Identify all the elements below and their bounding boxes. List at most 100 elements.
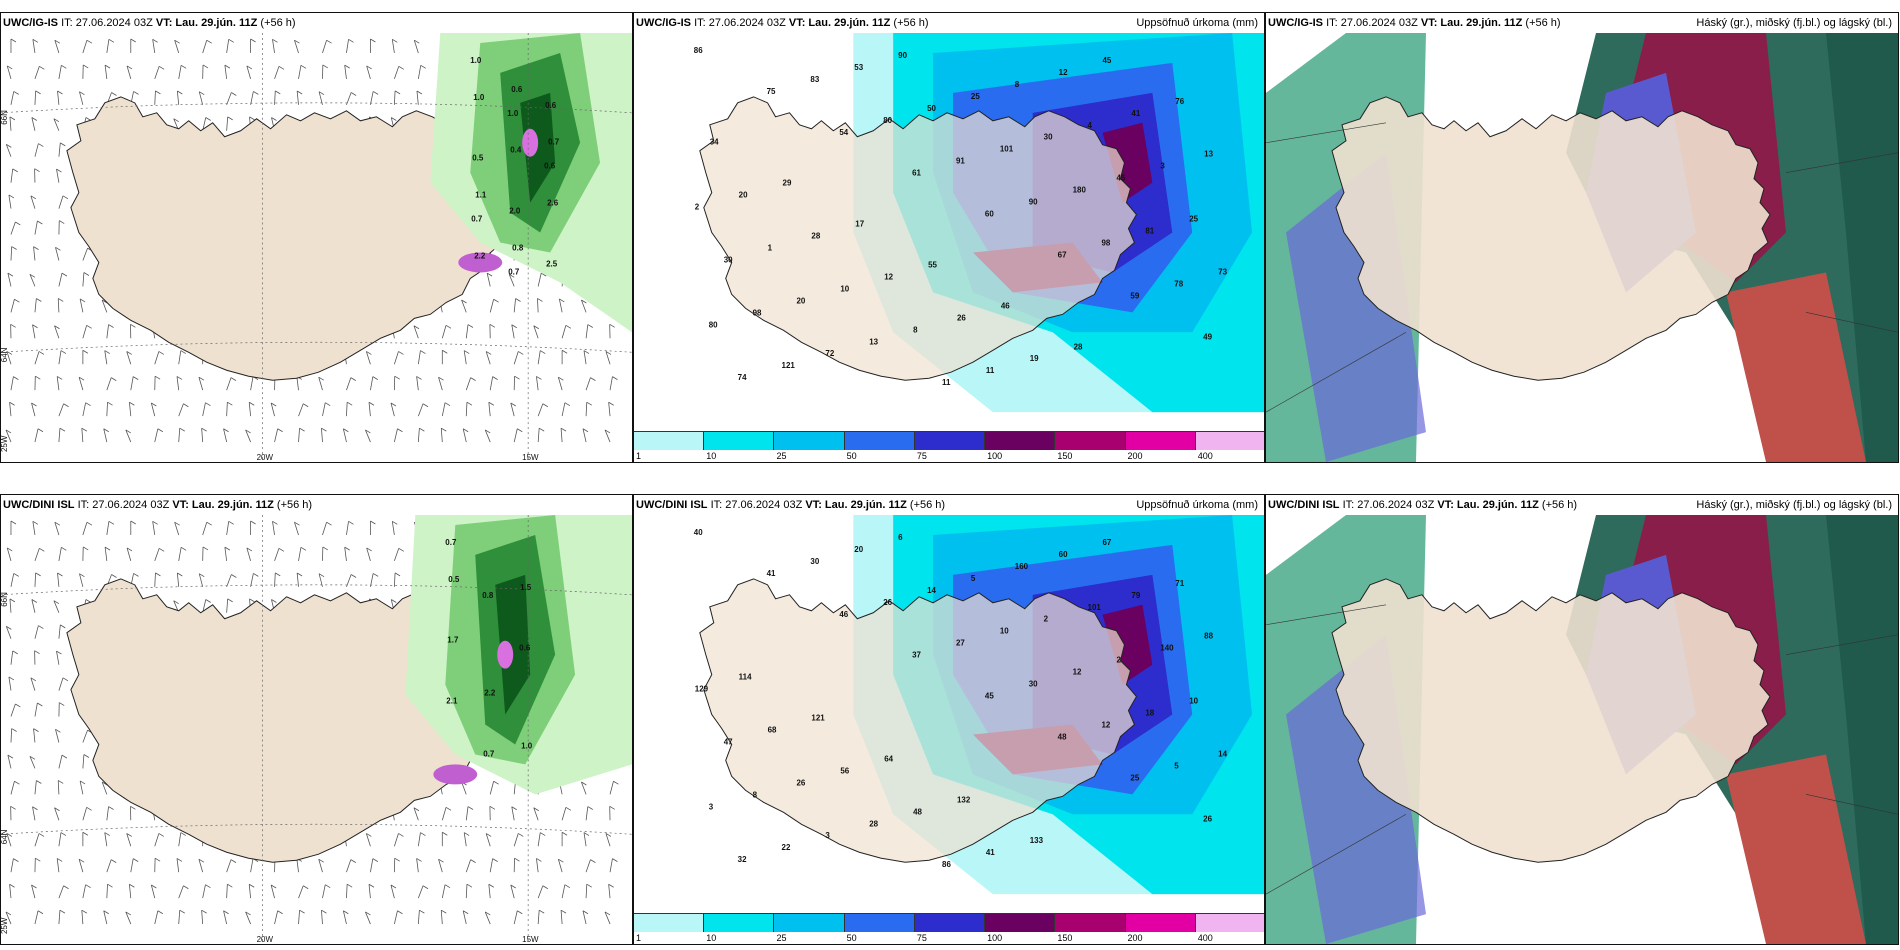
precip-value-label: 47 [724, 737, 733, 746]
snow-value-label: 0.8 [482, 591, 494, 600]
axis-label-lat-mid: 64N [1, 829, 9, 844]
precip-value-label: 3 [825, 831, 830, 840]
colorbar-swatch [1055, 432, 1126, 450]
header-it: IT: 27.06.2024 03Z [1326, 17, 1418, 29]
header-model: UWC/IG-IS [1268, 17, 1323, 29]
precip-value-label: 40 [694, 528, 703, 537]
axis-label-lon-w25: 25W [1, 435, 9, 452]
header-vt: Lau. 29.jún. 11Z [1440, 17, 1523, 29]
precip-value-label: 114 [739, 673, 752, 682]
colorbar-tick: 200 [1127, 933, 1143, 943]
precip-value-label: 12 [1059, 68, 1068, 77]
precip-value-label: 50 [927, 104, 936, 113]
header-model: UWC/DINI ISL [1268, 499, 1340, 511]
precip-value-label: 71 [1175, 579, 1184, 588]
precip-value-label: 37 [912, 651, 921, 660]
colorbar-swatch [844, 432, 915, 450]
colorbar-swatch [704, 914, 775, 932]
colorbar-tick: 10 [706, 451, 717, 461]
header-vt: Lau. 29.jún. 11Z [191, 499, 274, 511]
map-area: 40 41 46 37 45 48 25 26 32 30 26 27 30 12 5 3 22 20 14 10 12… [634, 515, 1264, 944]
panel-header: UWC/DINI ISL IT: 27.06.2024 03Z VT: Lau.… [1266, 495, 1898, 515]
colorbar-swatch [985, 914, 1056, 932]
snow-value-label: 1.7 [447, 636, 459, 645]
precip-value-label: 101 [1000, 145, 1014, 154]
precip-value-label: 26 [883, 598, 892, 607]
colorbar-tick: 25 [776, 933, 787, 943]
map-svg: 8675546160675949748380919098788012153501… [634, 33, 1264, 462]
snow-value-label: 0.6 [544, 162, 556, 171]
axis-label-lon-w20: 20W [257, 935, 274, 944]
panel-cloud-dini: UWC/DINI ISL IT: 27.06.2024 03Z VT: Lau.… [1265, 494, 1899, 945]
precip-value-label: 90 [1029, 198, 1038, 207]
precip-value-label: 18 [1145, 709, 1154, 718]
precip-value-label: 22 [782, 843, 791, 852]
snow-value-label: 0.7 [508, 267, 520, 276]
map-svg [1266, 33, 1898, 462]
snow-value-label: 1.0 [473, 93, 485, 102]
precip-value-label: 32 [738, 855, 747, 864]
snow-value-label: 0.7 [548, 138, 560, 147]
snow-value-label: 2.2 [484, 689, 496, 698]
colorbar-swatch [985, 432, 1056, 450]
snow-value-label: 2.1 [446, 697, 458, 706]
precip-value-label: 3 [709, 802, 714, 811]
header-vt: Lau. 29.jún. 11Z [175, 17, 258, 29]
map-area: 0.7 0.8 0.6 2.1 0.7 1.5 1.7 2.2 1.0 0.5 66N 64N 25W 2… [1, 515, 632, 944]
precip-value-label: 48 [1058, 732, 1067, 741]
precip-value-label: 14 [927, 586, 936, 595]
snow-value-label: 2.6 [547, 199, 559, 208]
precip-value-label: 1 [768, 243, 773, 252]
header-lead: (+56 h) [909, 499, 946, 511]
precip-value-label: 74 [738, 373, 747, 382]
precip-value-label: 25 [1130, 773, 1139, 782]
precip-value-label: 129 [695, 685, 709, 694]
precip-value-label: 180 [1073, 186, 1087, 195]
header-lead: (+56 h) [1541, 499, 1578, 511]
colorbar-tick: 400 [1197, 451, 1213, 461]
axis-label-lat-top: 66N [1, 592, 9, 607]
precip-value-label: 45 [985, 692, 994, 701]
precip-value-label: 12 [1102, 721, 1111, 730]
colorbar-tick: 75 [916, 451, 927, 461]
precip-value-label: 54 [839, 128, 848, 137]
snow-value-label: 0.5 [448, 575, 460, 584]
precip-value-label: 59 [1130, 291, 1139, 300]
panel-cloud-igis: UWC/IG-IS IT: 27.06.2024 03Z VT: Lau. 29… [1265, 12, 1899, 463]
precip-value-label: 48 [913, 807, 922, 816]
colorbar-swatch [634, 914, 705, 932]
precip-value-label: 29 [783, 179, 792, 188]
panel-snow-igis: UWC/IG-IS IT: 27.06.2024 03Z VT: Lau. 29… [0, 12, 633, 463]
colorbar-swatch [1195, 914, 1264, 932]
panel-snow-dini: UWC/DINI ISL IT: 27.06.2024 03Z VT: Lau.… [0, 494, 633, 945]
snow-field [405, 515, 632, 795]
snow-value-label: 1.0 [470, 56, 482, 65]
iceland-land [699, 96, 1138, 381]
precip-value-label: 12 [884, 272, 893, 281]
precip-value-label: 20 [739, 191, 748, 200]
precip-value-label: 14 [1218, 749, 1227, 758]
header-lead: (+56 h) [276, 499, 313, 511]
snow-value-label: 2.2 [474, 251, 486, 260]
colorbar-tick: 200 [1127, 451, 1143, 461]
precip-value-label: 8 [753, 790, 758, 799]
map-area: 1.0 1.0 0.6 0.7 0.7 0.6 0.5 2.0 2.5 1.0 0.4 2.6 2.2 0… [1, 33, 632, 462]
precip-value-label: 8 [1015, 80, 1020, 89]
panel-header: UWC/DINI ISL IT: 27.06.2024 03Z VT: Lau.… [1, 495, 632, 515]
precip-value-label: 2 [695, 203, 700, 212]
iceland-land [1331, 578, 1771, 863]
colorbar-swatch [774, 914, 845, 932]
colorbar-swatch [914, 914, 986, 932]
precip-value-label: 11 [986, 366, 995, 375]
colorbar-tick: 10 [706, 933, 717, 943]
header-model: UWC/IG-IS [3, 17, 58, 29]
header-lead: (+56 h) [1525, 17, 1561, 29]
map-svg: 0.7 0.8 0.6 2.1 0.7 1.5 1.7 2.2 1.0 0.5 66N 64N 25W 2… [1, 515, 632, 944]
precip-value-label: 10 [1000, 627, 1009, 636]
precip-value-label: 68 [768, 725, 777, 734]
header-vt: Lau. 29.jún. 11Z [808, 17, 891, 29]
colorbar-tick: 100 [987, 933, 1003, 943]
precip-value-label: 30 [1044, 133, 1053, 142]
header-it: IT: 27.06.2024 03Z [694, 17, 786, 29]
colorbar-tick: 50 [846, 933, 857, 943]
